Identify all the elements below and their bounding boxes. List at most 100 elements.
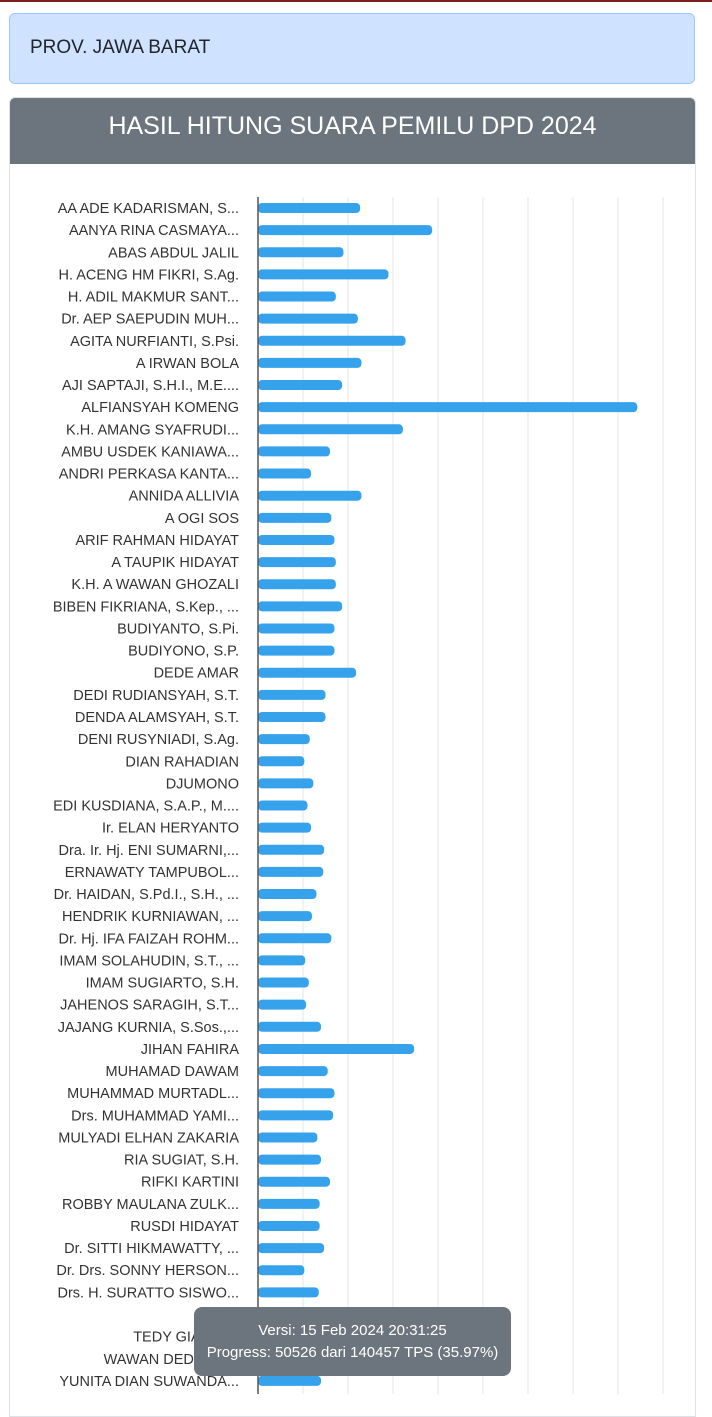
bar[interactable] — [258, 667, 357, 678]
category-label: AMBU USDEK KANIAWA... — [61, 444, 239, 460]
category-label: AJI SAPTAJI, S.H.I., M.E.... — [62, 378, 239, 394]
bar[interactable] — [258, 1243, 325, 1254]
bar[interactable] — [258, 424, 403, 435]
category-label: ABAS ABDUL JALIL — [108, 245, 239, 261]
category-label: Dr. SITTI HIKMAWATTY, ... — [64, 1241, 239, 1257]
bar[interactable] — [258, 1066, 328, 1077]
category-label: A OGI SOS — [165, 511, 239, 527]
category-label: RIFKI KARTINI — [141, 1175, 239, 1191]
bar[interactable] — [258, 1220, 320, 1231]
bar[interactable] — [258, 999, 307, 1010]
bar[interactable] — [258, 291, 336, 302]
bar[interactable] — [258, 866, 324, 877]
category-label: HENDRIK KURNIAWAN, ... — [62, 909, 239, 925]
bar[interactable] — [258, 1375, 321, 1386]
category-label: ERNAWATY TAMPUBOL... — [65, 865, 239, 881]
category-label: EDI KUSDIANA, S.A.P., M.... — [53, 799, 239, 815]
category-label: BUDIYONO, S.P. — [128, 644, 239, 660]
bar[interactable] — [258, 269, 389, 280]
category-label: ANDRI PERKASA KANTA... — [59, 467, 239, 483]
bar[interactable] — [258, 601, 343, 612]
category-label: AGITA NURFIANTI, S.Psi. — [70, 334, 239, 350]
bar[interactable] — [258, 203, 361, 213]
category-label: BIBEN FIKRIANA, S.Kep., ... — [53, 599, 239, 615]
bar[interactable] — [258, 468, 312, 479]
bar[interactable] — [258, 955, 306, 966]
chart-grid — [302, 197, 664, 1394]
category-label: ALFIANSYAH KOMENG — [81, 400, 239, 416]
category-label: RIA SUGIAT, S.H. — [124, 1153, 239, 1169]
bar[interactable] — [258, 933, 332, 944]
category-label: A IRWAN BOLA — [136, 356, 239, 372]
category-label: Drs. H. SURATTO SISWO... — [57, 1285, 239, 1301]
category-label: DEDE AMAR — [154, 666, 239, 682]
bar[interactable] — [258, 1265, 305, 1276]
bar[interactable] — [258, 335, 406, 346]
category-label: DENDA ALAMSYAH, S.T. — [75, 710, 239, 726]
category-label: H. ACENG HM FIKRI, S.Ag. — [59, 267, 239, 283]
bar[interactable] — [258, 1021, 321, 1032]
category-label: Drs. MUHAMMAD YAMI... — [71, 1108, 239, 1124]
bar[interactable] — [258, 645, 335, 656]
category-label: Dr. HAIDAN, S.Pd.I., S.H., ... — [54, 887, 239, 903]
category-label: MULYADI ELHAN ZAKARIA — [58, 1130, 239, 1146]
bar[interactable] — [258, 313, 358, 324]
bar[interactable] — [258, 844, 325, 855]
category-label: K.H. A WAWAN GHOZALI — [71, 577, 239, 593]
bar[interactable] — [258, 1110, 334, 1121]
category-label: JAJANG KURNIA, S.Sos.,... — [58, 1020, 239, 1036]
bar[interactable] — [258, 623, 335, 634]
category-label: H. ADIL MAKMUR SANT... — [68, 290, 239, 306]
bar[interactable] — [258, 689, 326, 700]
bar[interactable] — [258, 800, 308, 811]
category-label: BUDIYANTO, S.Pi. — [117, 621, 239, 637]
category-label: AA ADE KADARISMAN, S... — [58, 201, 239, 217]
bar[interactable] — [258, 1287, 319, 1298]
category-label: Dr. Drs. SONNY HERSON... — [56, 1263, 239, 1279]
bar[interactable] — [258, 889, 317, 900]
bar[interactable] — [258, 490, 362, 501]
bar[interactable] — [258, 1176, 330, 1187]
bar[interactable] — [258, 225, 433, 236]
category-label: JIHAN FAHIRA — [141, 1042, 240, 1058]
category-label: AANYA RINA CASMAYA... — [69, 223, 239, 239]
bar[interactable] — [258, 734, 310, 745]
chart-category-labels: AA ADE KADARISMAN, S... AANYA RINA CASMAY… — [53, 201, 239, 1390]
bar[interactable] — [258, 534, 335, 545]
region-alert: PROV. JAWA BARAT — [9, 13, 695, 84]
bar[interactable] — [258, 977, 309, 988]
bar[interactable] — [258, 911, 312, 922]
version-tooltip: Versi: 15 Feb 2024 20:31:25 Progress: 50… — [194, 1307, 511, 1376]
bar[interactable] — [258, 512, 332, 523]
category-label: DENI RUSYNIADI, S.Ag. — [78, 732, 239, 748]
bar[interactable] — [258, 822, 312, 833]
bar[interactable] — [258, 1132, 318, 1143]
card-header-title: HASIL HITUNG SUARA PEMILU DPD 2024 — [10, 98, 695, 164]
bar[interactable] — [258, 1088, 335, 1099]
bar[interactable] — [258, 579, 336, 590]
bar[interactable] — [258, 557, 336, 568]
bar[interactable] — [258, 1154, 321, 1165]
results-card: HASIL HITUNG SUARA PEMILU DPD 2024 — [9, 97, 696, 1417]
bar[interactable] — [258, 1198, 320, 1209]
bar[interactable] — [258, 402, 638, 413]
tooltip-version: Versi: 15 Feb 2024 20:31:25 — [258, 1322, 447, 1339]
bar[interactable] — [258, 380, 343, 391]
category-label: DEDI RUDIANSYAH, S.T. — [73, 688, 239, 704]
bar[interactable] — [258, 446, 330, 457]
bar[interactable] — [258, 357, 362, 368]
category-label: IMAM SUGIARTO, S.H. — [86, 976, 239, 992]
category-label: A TAUPIK HIDAYAT — [111, 555, 239, 571]
top-accent-line — [0, 0, 712, 2]
bar[interactable] — [258, 1043, 415, 1054]
category-label: Dr. Hj. IFA FAIZAH ROHM... — [59, 931, 239, 947]
category-label: ROBBY MAULANA ZULK... — [62, 1197, 239, 1213]
bar[interactable] — [258, 247, 344, 258]
category-label: ARIF RAHMAN HIDAYAT — [75, 533, 239, 549]
bar[interactable] — [258, 711, 326, 722]
bar[interactable] — [258, 756, 305, 767]
bar[interactable] — [258, 778, 314, 789]
chart-bars — [258, 203, 638, 1386]
category-label: MUHAMMAD MURTADL... — [67, 1086, 239, 1102]
